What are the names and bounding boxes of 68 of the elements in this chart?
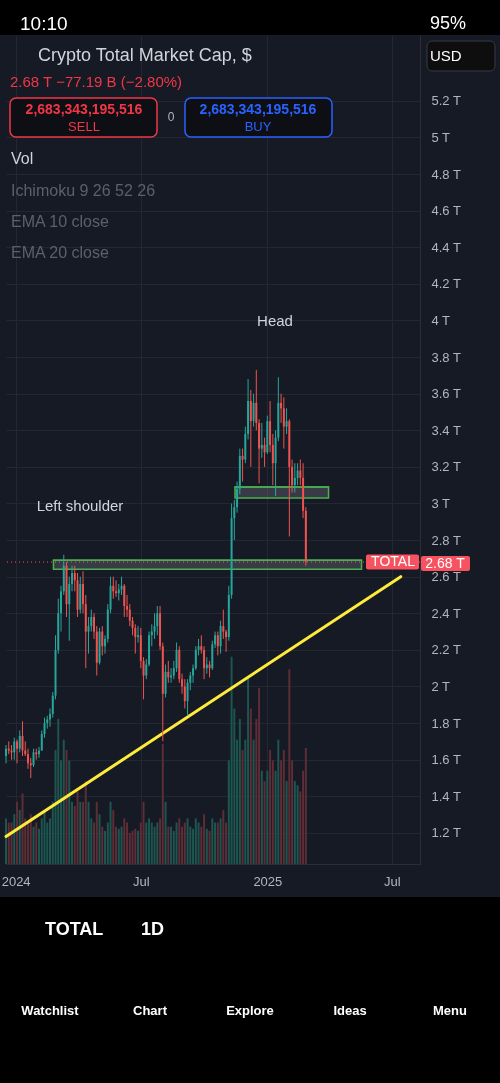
y-tick-label: 2 T xyxy=(431,678,451,694)
text: 2.68 T xyxy=(425,554,466,571)
x-tick-label: 2024 xyxy=(1,873,31,889)
candlestick xyxy=(282,396,285,450)
y-tick-label: 3.2 T xyxy=(431,459,461,475)
candlestick xyxy=(296,462,299,486)
text: TOTAL xyxy=(45,919,104,939)
candlestick xyxy=(137,625,140,644)
y-tick-label: 3.6 T xyxy=(431,386,461,402)
ref-line-label: TOTAL xyxy=(371,553,416,570)
text: 95% xyxy=(430,13,467,33)
candlestick xyxy=(13,737,16,761)
candlestick xyxy=(252,393,255,428)
y-tick-label: 5.2 T xyxy=(431,93,461,109)
y-tick-label: 4.8 T xyxy=(431,166,461,182)
candlestick xyxy=(183,678,186,709)
text: 1D xyxy=(141,919,165,939)
candlestick xyxy=(285,407,288,435)
y-tick-label: 2.6 T xyxy=(431,569,461,585)
annotation: 2,683,343,195,516 xyxy=(199,101,317,117)
annotation: SELL xyxy=(68,119,100,134)
x-tick-label: 2025 xyxy=(253,873,283,889)
candlestick xyxy=(164,664,167,698)
y-tick-label: 3.4 T xyxy=(431,422,461,438)
text: 2.68 T −77.19 B (−2.80%) xyxy=(10,73,183,90)
annotation: Vol xyxy=(11,150,34,167)
annotation: EMA 10 close xyxy=(11,213,109,230)
y-tick-label: 1.4 T xyxy=(431,788,461,804)
text: Crypto Total Market Cap, $ xyxy=(38,45,252,65)
y-tick-label: 3 T xyxy=(431,495,451,511)
text: Watchlist xyxy=(21,1003,80,1018)
candlestick xyxy=(263,437,266,468)
text: Ideas xyxy=(333,1003,367,1018)
y-tick-label: 4 T xyxy=(431,312,451,328)
y-tick-label: 2.8 T xyxy=(431,532,461,548)
candlestick xyxy=(5,744,7,764)
y-tick-label: 2.2 T xyxy=(431,642,461,658)
candlestick xyxy=(112,576,115,600)
candlestick xyxy=(175,642,178,673)
x-tick-label: Jul xyxy=(132,873,150,889)
annotation: Left shoulder xyxy=(36,497,124,514)
candlestick xyxy=(293,462,296,494)
y-tick-label: 2.4 T xyxy=(431,605,461,621)
y-tick-label: 4.4 T xyxy=(431,239,461,255)
annotation: BUY xyxy=(244,119,272,134)
y-tick-label: 1.2 T xyxy=(431,825,461,841)
y-tick-label: 5 T xyxy=(431,129,451,145)
text: 10:10 xyxy=(20,13,68,34)
annotation: Ichimoku 9 26 52 26 xyxy=(11,182,156,199)
text: Chart xyxy=(133,1003,168,1018)
text: USD xyxy=(430,47,462,64)
annotation: 2,683,343,195,516 xyxy=(25,101,143,117)
y-tick-label: 1.8 T xyxy=(431,715,461,731)
text: Explore xyxy=(226,1003,274,1018)
candlestick xyxy=(123,583,126,618)
y-tick-label: 1.6 T xyxy=(431,752,461,768)
candlestick xyxy=(156,605,159,636)
annotation: EMA 20 close xyxy=(11,244,109,261)
annotation: Head xyxy=(257,312,293,329)
annotation: 0 xyxy=(167,110,175,124)
text: Menu xyxy=(433,1003,468,1018)
y-tick-label: 4.6 T xyxy=(431,203,461,219)
candlestick xyxy=(16,739,18,764)
candlestick xyxy=(115,579,118,598)
candlestick xyxy=(241,448,244,483)
y-tick-label: 3.8 T xyxy=(431,349,461,365)
x-tick-label: Jul xyxy=(383,873,401,889)
y-tick-label: 4.2 T xyxy=(431,276,461,292)
